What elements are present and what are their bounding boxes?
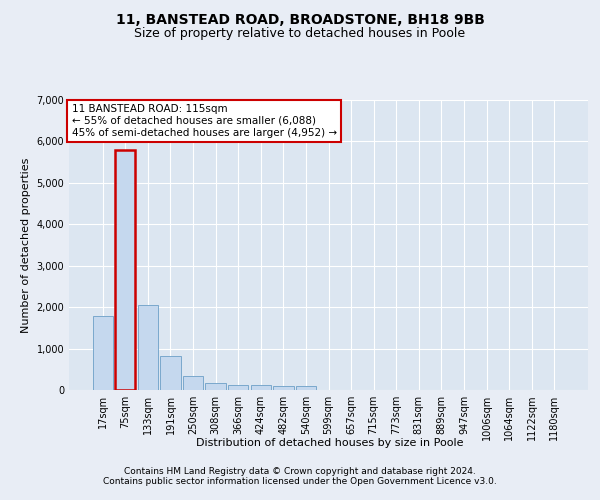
Bar xyxy=(251,386,271,390)
Bar xyxy=(160,356,181,390)
Text: Size of property relative to detached houses in Poole: Size of property relative to detached ho… xyxy=(134,28,466,40)
Text: 11 BANSTEAD ROAD: 115sqm
← 55% of detached houses are smaller (6,088)
45% of sem: 11 BANSTEAD ROAD: 115sqm ← 55% of detach… xyxy=(71,104,337,138)
Bar xyxy=(228,385,248,390)
Text: Distribution of detached houses by size in Poole: Distribution of detached houses by size … xyxy=(196,438,464,448)
Bar xyxy=(183,376,203,390)
Y-axis label: Number of detached properties: Number of detached properties xyxy=(21,158,31,332)
Text: 11, BANSTEAD ROAD, BROADSTONE, BH18 9BB: 11, BANSTEAD ROAD, BROADSTONE, BH18 9BB xyxy=(116,12,484,26)
Text: Contains public sector information licensed under the Open Government Licence v3: Contains public sector information licen… xyxy=(103,477,497,486)
Bar xyxy=(296,386,316,390)
Bar xyxy=(92,316,113,390)
Bar xyxy=(205,382,226,390)
Text: Contains HM Land Registry data © Crown copyright and database right 2024.: Contains HM Land Registry data © Crown c… xyxy=(124,467,476,476)
Bar xyxy=(115,150,136,390)
Bar xyxy=(138,304,158,390)
Bar xyxy=(273,386,293,390)
